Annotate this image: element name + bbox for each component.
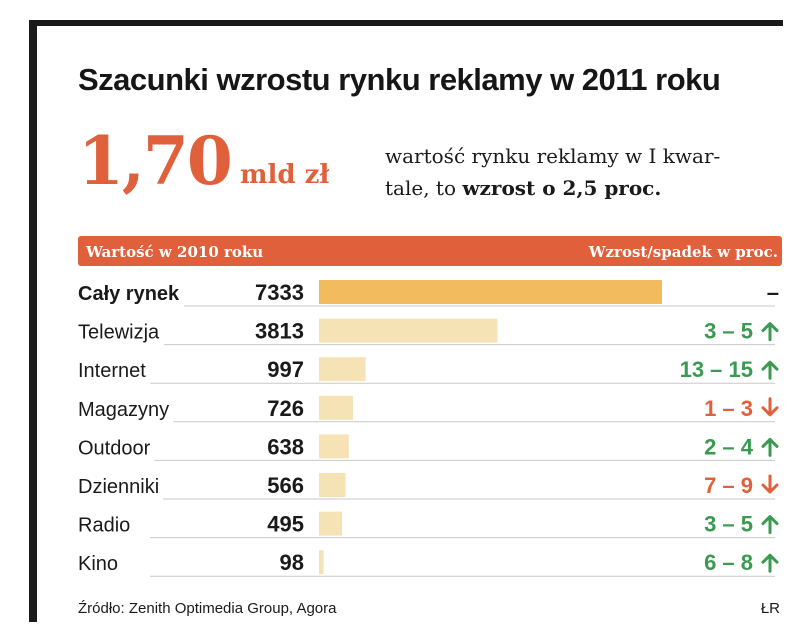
- category-label: Radio: [78, 515, 130, 537]
- category-label: Magazyny: [78, 399, 169, 421]
- category-label: Cały rynek: [78, 283, 180, 305]
- table-header-bar: [78, 236, 782, 266]
- change-label: –: [767, 280, 779, 305]
- bar: [319, 357, 366, 382]
- arrow-up-icon: [761, 515, 779, 535]
- bar: [319, 473, 346, 497]
- label-mask: [76, 375, 151, 388]
- category-label: Outdoor: [78, 437, 151, 459]
- header-right-label: Wzrost/spadek w proc.: [588, 243, 778, 261]
- value-label: 3813: [255, 319, 304, 344]
- value-label: 726: [267, 396, 304, 421]
- label-mask: [76, 413, 174, 426]
- label-mask: [76, 568, 123, 581]
- label-mask: [76, 452, 155, 465]
- label-mask: [76, 336, 165, 349]
- value-label: 997: [267, 357, 304, 382]
- frame-left-border: [29, 20, 37, 622]
- bar: [319, 511, 343, 536]
- category-label: Telewizja: [78, 322, 160, 344]
- headline-unit: mld zł: [240, 160, 330, 190]
- value-label: 638: [267, 434, 304, 459]
- change-label: 13 – 15: [680, 357, 753, 382]
- change-label: 2 – 4: [704, 434, 754, 459]
- source-note: Źródło: Zenith Optimedia Group, Agora: [78, 600, 337, 617]
- arrow-down-icon: [761, 397, 779, 417]
- bar: [319, 434, 349, 459]
- arrow-up-icon: [761, 360, 779, 380]
- label-mask: [76, 298, 185, 310]
- header-left-label: Wartość w 2010 roku: [86, 243, 264, 261]
- headline-value: 1,70: [78, 122, 233, 200]
- category-label: Dzienniki: [78, 476, 159, 498]
- bar: [319, 395, 353, 420]
- label-mask: [76, 529, 135, 542]
- change-label: 3 – 5: [704, 319, 753, 344]
- change-label: 1 – 3: [704, 396, 753, 421]
- headline-description: wartość rynku reklamy w I kwar- tale, to…: [385, 140, 785, 204]
- value-label: 98: [280, 550, 304, 575]
- description-line1: wartość rynku reklamy w I kwar-: [385, 144, 721, 168]
- description-line2: tale, to: [385, 176, 463, 200]
- value-label: 7333: [255, 280, 304, 305]
- arrow-up-icon: [761, 322, 779, 342]
- arrow-down-icon: [761, 474, 779, 494]
- bar: [319, 318, 498, 343]
- description-growth: wzrost o 2,5 proc.: [462, 176, 662, 200]
- change-label: 7 – 9: [704, 473, 753, 498]
- value-label: 566: [267, 473, 304, 498]
- category-label: Kino: [78, 553, 118, 575]
- change-label: 6 – 8: [704, 550, 753, 575]
- arrow-up-icon: [761, 437, 779, 457]
- chart-title: Szacunki wzrostu rynku reklamy w 2011 ro…: [78, 62, 721, 97]
- change-label: 3 – 5: [704, 512, 753, 537]
- arrow-up-icon: [761, 553, 779, 573]
- label-mask: [76, 491, 164, 503]
- category-label: Internet: [78, 360, 146, 382]
- bar: [319, 280, 662, 304]
- bar: [319, 550, 324, 575]
- author-credit: ŁR: [760, 600, 780, 617]
- value-label: 495: [267, 512, 304, 537]
- frame-top-border: [29, 20, 783, 26]
